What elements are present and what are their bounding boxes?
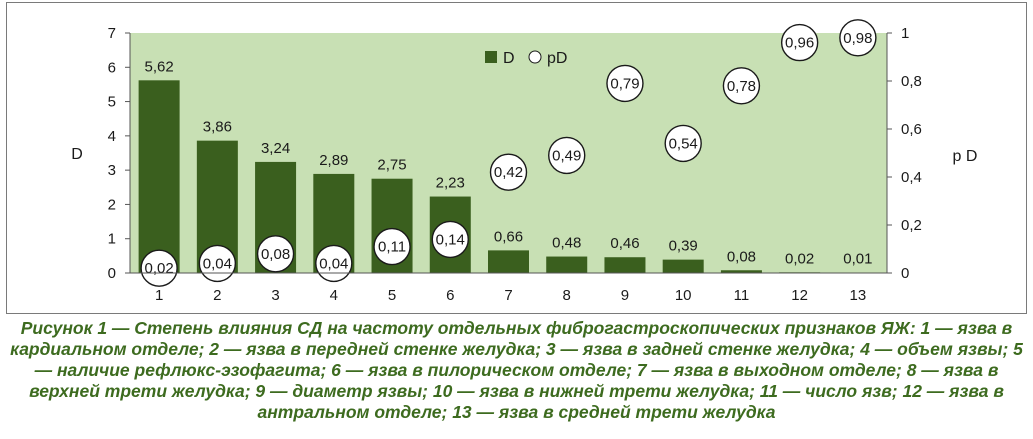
legend: D pD — [485, 50, 567, 67]
x-tick-label: 9 — [621, 287, 629, 304]
bar-data-label: 0,46 — [610, 235, 639, 252]
x-tick-label: 1 — [155, 287, 163, 304]
pd-data-label: 0,78 — [727, 78, 756, 95]
pd-point — [722, 67, 761, 105]
bar-data-label: 0,01 — [843, 251, 872, 268]
bar — [138, 80, 180, 273]
chart-svg: 5,623,863,242,89 2,752,230,66 0,48 0,46 0,39… — [71, 19, 978, 304]
y-tick-label: 7 — [108, 25, 116, 42]
bar — [662, 259, 704, 273]
y2-axis-title: p D — [953, 148, 978, 165]
bar-data-label: 0,02 — [785, 250, 814, 267]
y-tick-label: 2 — [108, 196, 116, 213]
y-tick-label: 3 — [108, 162, 116, 179]
pd-point — [664, 124, 702, 163]
markers-layer: 0,02 0,04 0,08 0,04 0,11 0,14 0,42 0,49 0,79 0,54… — [140, 19, 877, 287]
bar-data-label: 0,39 — [669, 238, 698, 255]
x-tick-label: 6 — [446, 287, 454, 304]
y2-tick-label: 0 — [901, 265, 909, 282]
bar-labels-layer: 5,62 3,86 3,24 2,89 2,75 2,23 0,66 0,48 0,46 0,39… — [145, 58, 873, 267]
pd-point — [198, 244, 237, 283]
bar-data-label: 3,86 — [203, 119, 232, 136]
y2-tick-label: 0,8 — [901, 73, 922, 90]
legend-bar-swatch — [485, 51, 497, 63]
bar-data-label: 2,23 — [436, 175, 465, 192]
y-tick-label: 5 — [108, 94, 116, 111]
pd-data-label: 0,96 — [785, 35, 814, 52]
x-tick-label: 4 — [330, 287, 338, 304]
pd-point — [780, 23, 819, 62]
y2-tick-label: 0,6 — [901, 121, 922, 138]
y-tick-label: 6 — [108, 59, 116, 76]
pd-point — [489, 153, 528, 191]
pd-point — [140, 249, 178, 287]
figure-caption: Рисунок 1 — Степень влияния СД на частот… — [10, 318, 1023, 422]
bar-data-label: 2,75 — [377, 157, 406, 174]
x-tick-label: 12 — [791, 287, 808, 304]
pd-point — [373, 227, 411, 266]
x-tick-label: 2 — [213, 287, 221, 304]
pd-point — [839, 19, 877, 57]
pd-data-label: 0,54 — [669, 135, 698, 152]
x-tick-label: 3 — [271, 287, 279, 304]
bar — [604, 257, 646, 273]
y2-tick-label: 1 — [901, 25, 909, 42]
legend-marker-swatch — [528, 50, 542, 64]
y-tick-label: 4 — [108, 128, 116, 145]
pd-point — [606, 64, 644, 103]
bar-data-label: 0,66 — [494, 228, 523, 245]
y2-tick-label: 0,4 — [901, 169, 922, 186]
pd-data-label: 0,04 — [319, 255, 348, 272]
pd-data-label: 0,98 — [843, 30, 872, 47]
bar — [720, 270, 762, 273]
bar-data-label: 0,08 — [727, 248, 756, 265]
pd-data-label: 0,04 — [203, 255, 232, 272]
pd-data-label: 0,42 — [494, 164, 523, 181]
pd-point — [431, 220, 469, 259]
x-tick-label: 13 — [850, 287, 867, 304]
pd-data-label: 0,79 — [610, 75, 639, 92]
bar — [546, 256, 588, 273]
x-tick-label: 8 — [563, 287, 571, 304]
y-tick-label: 1 — [108, 231, 116, 248]
x-tick-label: 5 — [388, 287, 396, 304]
pd-point — [548, 136, 586, 175]
pd-point — [256, 235, 295, 273]
pd-data-label: 0,11 — [378, 239, 406, 256]
chart-frame: 5,62 3,86 3,24 2,89 2,75 2,23 0,66 0,48 0,46 0,39… — [6, 2, 1027, 314]
pd-data-label: 0,02 — [145, 260, 174, 277]
bar-data-label: 2,89 — [319, 152, 348, 169]
y-axis-title: D — [71, 146, 83, 163]
pd-point — [315, 244, 353, 283]
legend-bar-label: D — [503, 50, 515, 67]
pd-data-label: 0,14 — [436, 231, 465, 248]
y-tick-label: 0 — [108, 265, 116, 282]
bar — [488, 250, 529, 273]
y2-tick-label: 0,2 — [901, 217, 922, 234]
x-tick-label: 11 — [734, 287, 750, 304]
pd-data-label: 0,08 — [261, 246, 290, 263]
x-tick-label: 10 — [675, 287, 692, 304]
x-tick-label: 7 — [504, 287, 512, 304]
pd-data-label: 0,49 — [552, 147, 581, 164]
bar-data-label: 5,62 — [145, 58, 174, 75]
bar-data-label: 0,48 — [552, 235, 581, 252]
bar-data-label: 3,24 — [261, 140, 290, 157]
legend-marker-label: pD — [547, 50, 567, 67]
